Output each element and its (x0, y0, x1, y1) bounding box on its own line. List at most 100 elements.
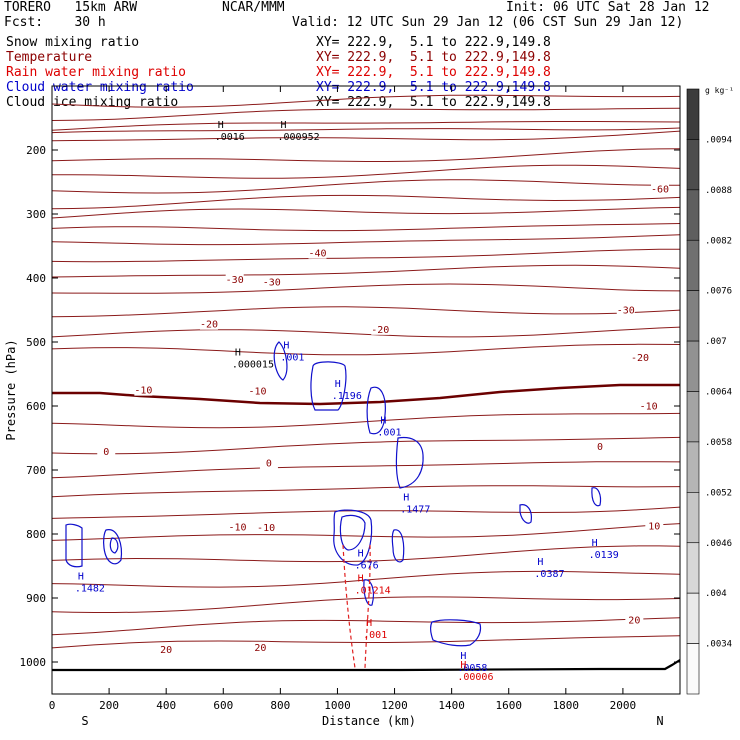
plot-border (51, 85, 681, 695)
isotherm-label: -10 (640, 402, 658, 413)
max-value-label: .001 (363, 630, 387, 641)
model-name: TORERO 15km ARW (4, 0, 138, 15)
colorbar-segment (686, 88, 700, 140)
isotherm-line (51, 545, 681, 563)
colorbar: .0094 .0088 .0082 .0076 .007 .0064 .0058 .0052.… (686, 88, 732, 695)
max-marker-h: H (358, 574, 364, 585)
isotherm-line (51, 148, 681, 162)
isotherm-label-bg (625, 614, 644, 626)
organization: NCAR/MMM (222, 0, 285, 15)
chart-labels: -60-40-30 -30-30-20 -20-20-10 -10-10000-10-… (75, 120, 669, 683)
max-value-label: .676 (355, 561, 379, 572)
max-marker-h: H (358, 549, 364, 560)
max-value-label: .001 (280, 353, 304, 364)
y-tick-label: 200 (26, 144, 46, 157)
isotherm-line (51, 306, 681, 318)
max-value-label: .00006 (457, 672, 493, 683)
colorbar-segment (686, 592, 700, 644)
isotherm-label: 20 (160, 645, 172, 656)
ground-line (52, 659, 681, 672)
x-tick-label: 1000 (324, 699, 351, 712)
y-tick-label: 1000 (20, 656, 47, 669)
isotherm-label-bg (591, 440, 610, 452)
isotherm-label-bg (616, 304, 635, 316)
colorbar-label: .004 (705, 589, 727, 599)
legend-name-snow: Snow mixing ratio (6, 35, 140, 50)
cloud-water-contour (65, 523, 83, 568)
plot-frame: 0 200 400 600 800 1000 1200 1400 1600 1800 2000200… (20, 85, 681, 712)
max-marker-h: H (403, 492, 409, 503)
isotherm-label-bg (262, 276, 281, 288)
isotherm-line (51, 283, 681, 294)
isotherm-label-bg (251, 641, 270, 653)
colorbar-segment (686, 239, 700, 291)
max-marker-h: H (283, 341, 289, 352)
isotherm-line (51, 223, 681, 232)
legend-xy-snow: XY= 222.9, 5.1 to 222.9,149.8 (316, 35, 551, 50)
rain-water-contour (342, 544, 356, 669)
x-tick-label: 2000 (610, 699, 637, 712)
isotherm-line (51, 485, 681, 498)
colorbar-label: .0094 (705, 135, 732, 145)
x-tick-label: 400 (156, 699, 176, 712)
max-marker-h: H (460, 660, 466, 671)
max-value-label: .1477 (400, 504, 430, 515)
y-tick-label: 400 (26, 272, 46, 285)
max-value-label: .0139 (589, 550, 619, 561)
x-tick-label: 800 (270, 699, 290, 712)
colorbar-segment (686, 492, 700, 544)
legend-xy-rain: XY= 222.9, 5.1 to 222.9,149.8 (316, 65, 551, 80)
max-value-label: .1482 (75, 584, 105, 595)
max-value-label: .000952 (278, 132, 320, 143)
cloud-water-contour (395, 436, 424, 489)
ground-surface (52, 659, 681, 672)
cloud-water-contour (430, 619, 482, 647)
legend-name-temperature: Temperature (6, 50, 93, 65)
isotherm-line (51, 412, 681, 429)
isotherm-label-bg (200, 318, 218, 330)
cloud-water-contour (310, 361, 347, 411)
cloud-water-contour (333, 509, 373, 566)
isotherm-label: -30 (263, 277, 281, 288)
y-tick-label: 600 (26, 400, 46, 413)
cloud-water-contour (273, 341, 288, 381)
isotherm-label: -40 (308, 249, 326, 260)
colorbar-label: .0064 (705, 388, 732, 398)
x-tick-label: 1600 (495, 699, 522, 712)
colorbar-segment (686, 441, 700, 493)
colorbar-segment (686, 189, 700, 241)
colorbar-segment (686, 139, 700, 191)
colorbar-unit: g kg⁻¹ (705, 86, 734, 95)
init-time: Init: 06 UTC Sat 28 Jan 12 (506, 0, 710, 15)
colorbar-segment (686, 340, 700, 392)
isotherm-label: 20 (628, 615, 640, 626)
isotherm-line (51, 326, 681, 338)
isotherm-label-bg (631, 352, 650, 363)
x-axis-title: Distance (km) (322, 714, 416, 728)
isotherm-label: -30 (226, 275, 244, 286)
x-tick-label: 1400 (438, 699, 465, 712)
cloud-water-contour (103, 529, 123, 565)
isotherm-label: -10 (134, 386, 152, 397)
max-value-label: .0058 (457, 663, 487, 674)
colorbar-segment (686, 643, 700, 695)
isotherm-label-bg (371, 323, 390, 335)
colorbar-label: .0076 (705, 287, 732, 297)
isotherm-label: -30 (617, 306, 635, 317)
isotherm-label-bg (228, 521, 247, 533)
isotherm-line (51, 436, 681, 455)
isotherm-label: -10 (257, 523, 275, 534)
x-tick-label: 1200 (381, 699, 408, 712)
cloud-water-contour (591, 487, 602, 507)
zero-isotherm (52, 383, 680, 406)
isotherm-label: 20 (254, 643, 266, 654)
isotherm-line (51, 179, 680, 194)
colorbar-segment (686, 391, 700, 443)
max-marker-h: H (366, 618, 372, 629)
colorbar-label: .0088 (705, 186, 732, 196)
isotherm-line (51, 164, 681, 179)
x-tick-label: 600 (213, 699, 233, 712)
isotherm-label-bg (157, 643, 176, 655)
colorbar-label: .0046 (705, 539, 732, 549)
isotherm-label: -20 (200, 320, 218, 331)
